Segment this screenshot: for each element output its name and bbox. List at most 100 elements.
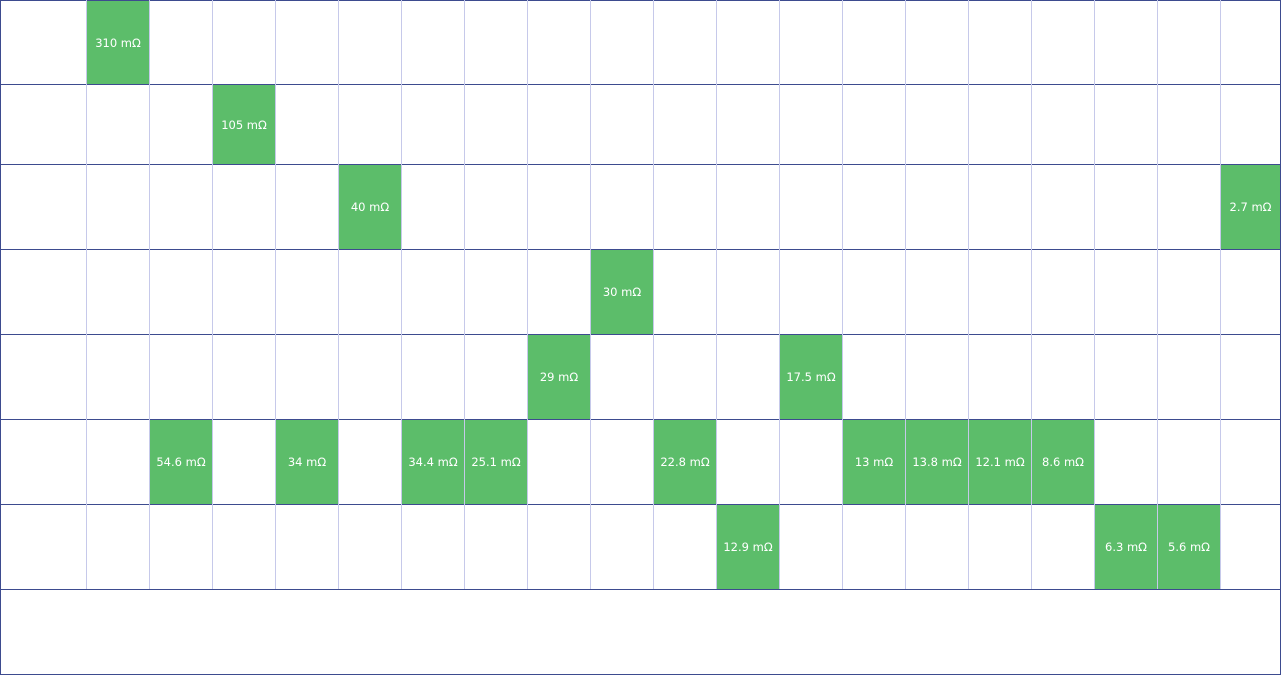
value-cell: 2.7 mΩ: [1221, 165, 1280, 249]
column-line: [1031, 504, 1032, 589]
column-line: [212, 84, 213, 164]
column-line: [464, 0, 465, 84]
row-line: [0, 249, 1281, 250]
column-line: [1157, 84, 1158, 164]
column-line: [275, 164, 276, 249]
column-line: [716, 0, 717, 84]
column-line: [779, 164, 780, 249]
column-line: [149, 164, 150, 249]
column-line: [338, 164, 339, 249]
border-left: [0, 0, 1, 675]
column-line: [905, 249, 906, 334]
column-line: [905, 84, 906, 164]
column-line: [842, 504, 843, 589]
column-line: [149, 504, 150, 589]
row-line: [0, 84, 1281, 85]
column-line: [905, 0, 906, 84]
column-line: [149, 249, 150, 334]
column-line: [212, 334, 213, 419]
column-line: [1220, 0, 1221, 84]
column-line: [1094, 334, 1095, 419]
column-line: [1031, 419, 1032, 504]
column-line: [653, 249, 654, 334]
column-line: [338, 0, 339, 84]
value-cell: 13.8 mΩ: [906, 420, 968, 504]
column-line: [1031, 164, 1032, 249]
column-line: [401, 164, 402, 249]
column-line: [275, 0, 276, 84]
value-cell: 17.5 mΩ: [780, 335, 842, 419]
column-line: [275, 249, 276, 334]
column-line: [653, 84, 654, 164]
column-line: [86, 84, 87, 164]
column-line: [401, 504, 402, 589]
column-line: [212, 504, 213, 589]
value-cell: 105 mΩ: [213, 85, 275, 164]
column-line: [212, 0, 213, 84]
column-line: [338, 419, 339, 504]
value-cell: 22.8 mΩ: [654, 420, 716, 504]
column-line: [842, 419, 843, 504]
column-line: [275, 84, 276, 164]
column-line: [1094, 504, 1095, 589]
value-cell: 34.4 mΩ: [402, 420, 464, 504]
column-line: [401, 249, 402, 334]
column-line: [1157, 164, 1158, 249]
column-line: [1031, 334, 1032, 419]
column-line: [590, 419, 591, 504]
row-line: [0, 419, 1281, 420]
column-line: [1031, 84, 1032, 164]
column-line: [842, 249, 843, 334]
column-line: [149, 419, 150, 504]
column-line: [716, 419, 717, 504]
column-line: [716, 249, 717, 334]
column-line: [338, 84, 339, 164]
column-line: [86, 249, 87, 334]
value-cell: 12.1 mΩ: [969, 420, 1031, 504]
column-line: [527, 504, 528, 589]
column-line: [590, 0, 591, 84]
row-line: [0, 0, 1281, 1]
column-line: [464, 504, 465, 589]
column-line: [212, 419, 213, 504]
column-line: [338, 504, 339, 589]
column-line: [1094, 164, 1095, 249]
row-line: [0, 504, 1281, 505]
column-line: [968, 84, 969, 164]
column-line: [1157, 0, 1158, 84]
column-line: [1157, 504, 1158, 589]
column-line: [842, 164, 843, 249]
column-line: [464, 164, 465, 249]
column-line: [842, 334, 843, 419]
column-line: [590, 84, 591, 164]
column-line: [716, 504, 717, 589]
column-line: [1094, 249, 1095, 334]
column-line: [86, 504, 87, 589]
column-line: [653, 334, 654, 419]
column-line: [338, 334, 339, 419]
column-line: [968, 419, 969, 504]
column-line: [1157, 419, 1158, 504]
value-cell: 25.1 mΩ: [465, 420, 527, 504]
column-line: [905, 164, 906, 249]
column-line: [401, 0, 402, 84]
row-line: [0, 334, 1281, 335]
column-line: [842, 84, 843, 164]
column-line: [527, 0, 528, 84]
column-line: [401, 334, 402, 419]
column-line: [905, 334, 906, 419]
column-line: [527, 164, 528, 249]
column-line: [464, 84, 465, 164]
value-cell: 8.6 mΩ: [1032, 420, 1094, 504]
column-line: [149, 334, 150, 419]
column-line: [779, 0, 780, 84]
column-line: [779, 84, 780, 164]
column-line: [779, 249, 780, 334]
value-cell: 30 mΩ: [591, 250, 653, 334]
column-line: [86, 334, 87, 419]
column-line: [779, 419, 780, 504]
column-line: [653, 0, 654, 84]
column-line: [716, 164, 717, 249]
column-line: [464, 419, 465, 504]
column-line: [212, 249, 213, 334]
